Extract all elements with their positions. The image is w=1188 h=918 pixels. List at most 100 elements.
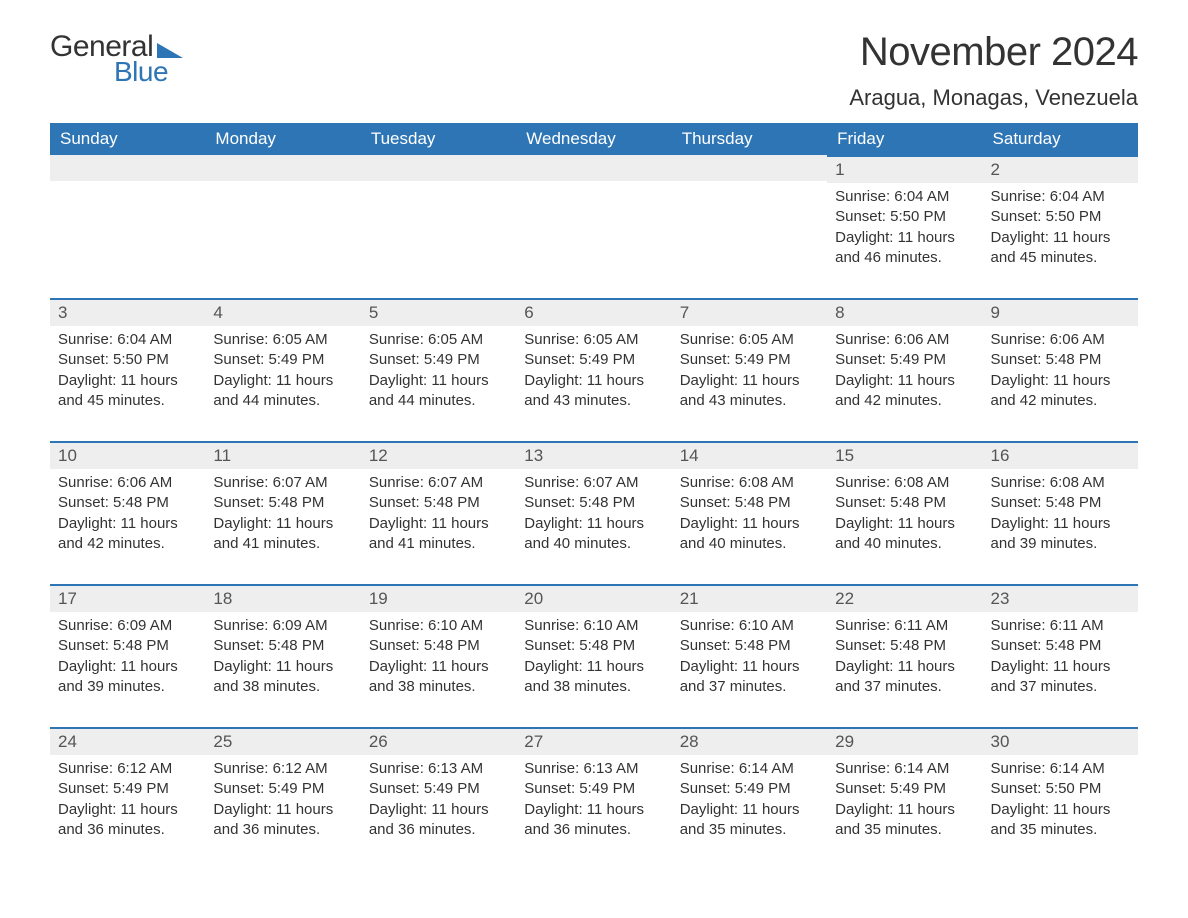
daylight-text: and 44 minutes. [213, 391, 352, 411]
sunset-text: Sunset: 5:50 PM [58, 350, 197, 370]
sunrise-text: Sunrise: 6:10 AM [369, 616, 508, 636]
sunrise-text: Sunrise: 6:06 AM [991, 330, 1130, 350]
daylight-text: Daylight: 11 hours [213, 514, 352, 534]
calendar-week: 24Sunrise: 6:12 AMSunset: 5:49 PMDayligh… [50, 727, 1138, 844]
sunset-text: Sunset: 5:50 PM [991, 207, 1130, 227]
sunset-text: Sunset: 5:49 PM [58, 779, 197, 799]
daylight-text: and 37 minutes. [835, 677, 974, 697]
day-details: Sunrise: 6:11 AMSunset: 5:48 PMDaylight:… [827, 612, 982, 701]
day-number [672, 155, 827, 181]
weekday-header-row: Sunday Monday Tuesday Wednesday Thursday… [50, 123, 1138, 155]
day-details: Sunrise: 6:13 AMSunset: 5:49 PMDaylight:… [516, 755, 671, 844]
daylight-text: and 37 minutes. [680, 677, 819, 697]
daylight-text: and 42 minutes. [991, 391, 1130, 411]
day-details: Sunrise: 6:08 AMSunset: 5:48 PMDaylight:… [827, 469, 982, 558]
daylight-text: and 45 minutes. [58, 391, 197, 411]
sunset-text: Sunset: 5:49 PM [213, 779, 352, 799]
daylight-text: Daylight: 11 hours [680, 514, 819, 534]
day-number [205, 155, 360, 181]
daylight-text: Daylight: 11 hours [991, 657, 1130, 677]
day-number: 21 [672, 584, 827, 612]
day-number: 22 [827, 584, 982, 612]
sunrise-text: Sunrise: 6:05 AM [680, 330, 819, 350]
sunset-text: Sunset: 5:48 PM [680, 636, 819, 656]
day-number [50, 155, 205, 181]
daylight-text: and 40 minutes. [835, 534, 974, 554]
header: General Blue November 2024 Aragua, Monag… [50, 30, 1138, 111]
sunrise-text: Sunrise: 6:09 AM [58, 616, 197, 636]
daylight-text: Daylight: 11 hours [369, 514, 508, 534]
calendar-day: 4Sunrise: 6:05 AMSunset: 5:49 PMDaylight… [205, 298, 360, 415]
day-number: 29 [827, 727, 982, 755]
sunset-text: Sunset: 5:48 PM [369, 636, 508, 656]
day-details: Sunrise: 6:06 AMSunset: 5:48 PMDaylight:… [50, 469, 205, 558]
calendar-day: 8Sunrise: 6:06 AMSunset: 5:49 PMDaylight… [827, 298, 982, 415]
day-details: Sunrise: 6:10 AMSunset: 5:48 PMDaylight:… [361, 612, 516, 701]
sunset-text: Sunset: 5:48 PM [369, 493, 508, 513]
calendar-day: 18Sunrise: 6:09 AMSunset: 5:48 PMDayligh… [205, 584, 360, 701]
calendar-day: 9Sunrise: 6:06 AMSunset: 5:48 PMDaylight… [983, 298, 1138, 415]
daylight-text: Daylight: 11 hours [58, 371, 197, 391]
daylight-text: and 43 minutes. [680, 391, 819, 411]
daylight-text: and 38 minutes. [524, 677, 663, 697]
sunset-text: Sunset: 5:49 PM [524, 779, 663, 799]
sunrise-text: Sunrise: 6:13 AM [369, 759, 508, 779]
daylight-text: Daylight: 11 hours [524, 371, 663, 391]
daylight-text: Daylight: 11 hours [991, 228, 1130, 248]
sunrise-text: Sunrise: 6:04 AM [991, 187, 1130, 207]
sunset-text: Sunset: 5:48 PM [213, 636, 352, 656]
calendar-week: 17Sunrise: 6:09 AMSunset: 5:48 PMDayligh… [50, 584, 1138, 701]
calendar-day [672, 155, 827, 272]
daylight-text: Daylight: 11 hours [991, 371, 1130, 391]
calendar-day: 11Sunrise: 6:07 AMSunset: 5:48 PMDayligh… [205, 441, 360, 558]
daylight-text: Daylight: 11 hours [835, 800, 974, 820]
calendar-day: 16Sunrise: 6:08 AMSunset: 5:48 PMDayligh… [983, 441, 1138, 558]
daylight-text: Daylight: 11 hours [835, 371, 974, 391]
calendar-day: 30Sunrise: 6:14 AMSunset: 5:50 PMDayligh… [983, 727, 1138, 844]
daylight-text: Daylight: 11 hours [213, 800, 352, 820]
daylight-text: and 46 minutes. [835, 248, 974, 268]
day-number: 9 [983, 298, 1138, 326]
daylight-text: Daylight: 11 hours [58, 657, 197, 677]
calendar-day: 13Sunrise: 6:07 AMSunset: 5:48 PMDayligh… [516, 441, 671, 558]
day-number: 6 [516, 298, 671, 326]
calendar-day: 10Sunrise: 6:06 AMSunset: 5:48 PMDayligh… [50, 441, 205, 558]
sunrise-text: Sunrise: 6:07 AM [213, 473, 352, 493]
calendar-day: 25Sunrise: 6:12 AMSunset: 5:49 PMDayligh… [205, 727, 360, 844]
sunset-text: Sunset: 5:48 PM [991, 493, 1130, 513]
day-number: 15 [827, 441, 982, 469]
day-number: 14 [672, 441, 827, 469]
daylight-text: and 36 minutes. [524, 820, 663, 840]
sunset-text: Sunset: 5:49 PM [369, 350, 508, 370]
day-details: Sunrise: 6:07 AMSunset: 5:48 PMDaylight:… [205, 469, 360, 558]
calendar-day: 23Sunrise: 6:11 AMSunset: 5:48 PMDayligh… [983, 584, 1138, 701]
day-details: Sunrise: 6:06 AMSunset: 5:49 PMDaylight:… [827, 326, 982, 415]
daylight-text: and 39 minutes. [58, 677, 197, 697]
day-details: Sunrise: 6:07 AMSunset: 5:48 PMDaylight:… [361, 469, 516, 558]
calendar-day [50, 155, 205, 272]
sunrise-text: Sunrise: 6:05 AM [369, 330, 508, 350]
weekday-header: Tuesday [361, 123, 516, 155]
calendar: Sunday Monday Tuesday Wednesday Thursday… [50, 123, 1138, 844]
calendar-day: 7Sunrise: 6:05 AMSunset: 5:49 PMDaylight… [672, 298, 827, 415]
day-details: Sunrise: 6:09 AMSunset: 5:48 PMDaylight:… [205, 612, 360, 701]
day-details: Sunrise: 6:12 AMSunset: 5:49 PMDaylight:… [205, 755, 360, 844]
daylight-text: Daylight: 11 hours [524, 514, 663, 534]
calendar-day: 15Sunrise: 6:08 AMSunset: 5:48 PMDayligh… [827, 441, 982, 558]
location-text: Aragua, Monagas, Venezuela [849, 85, 1138, 111]
day-number: 13 [516, 441, 671, 469]
day-number: 5 [361, 298, 516, 326]
sunrise-text: Sunrise: 6:04 AM [58, 330, 197, 350]
sunrise-text: Sunrise: 6:07 AM [369, 473, 508, 493]
day-number: 12 [361, 441, 516, 469]
calendar-week: 10Sunrise: 6:06 AMSunset: 5:48 PMDayligh… [50, 441, 1138, 558]
sunset-text: Sunset: 5:49 PM [835, 350, 974, 370]
day-number: 23 [983, 584, 1138, 612]
day-number: 24 [50, 727, 205, 755]
day-number: 19 [361, 584, 516, 612]
calendar-day: 12Sunrise: 6:07 AMSunset: 5:48 PMDayligh… [361, 441, 516, 558]
sunset-text: Sunset: 5:48 PM [991, 636, 1130, 656]
day-details: Sunrise: 6:13 AMSunset: 5:49 PMDaylight:… [361, 755, 516, 844]
sunset-text: Sunset: 5:48 PM [213, 493, 352, 513]
sunrise-text: Sunrise: 6:08 AM [680, 473, 819, 493]
